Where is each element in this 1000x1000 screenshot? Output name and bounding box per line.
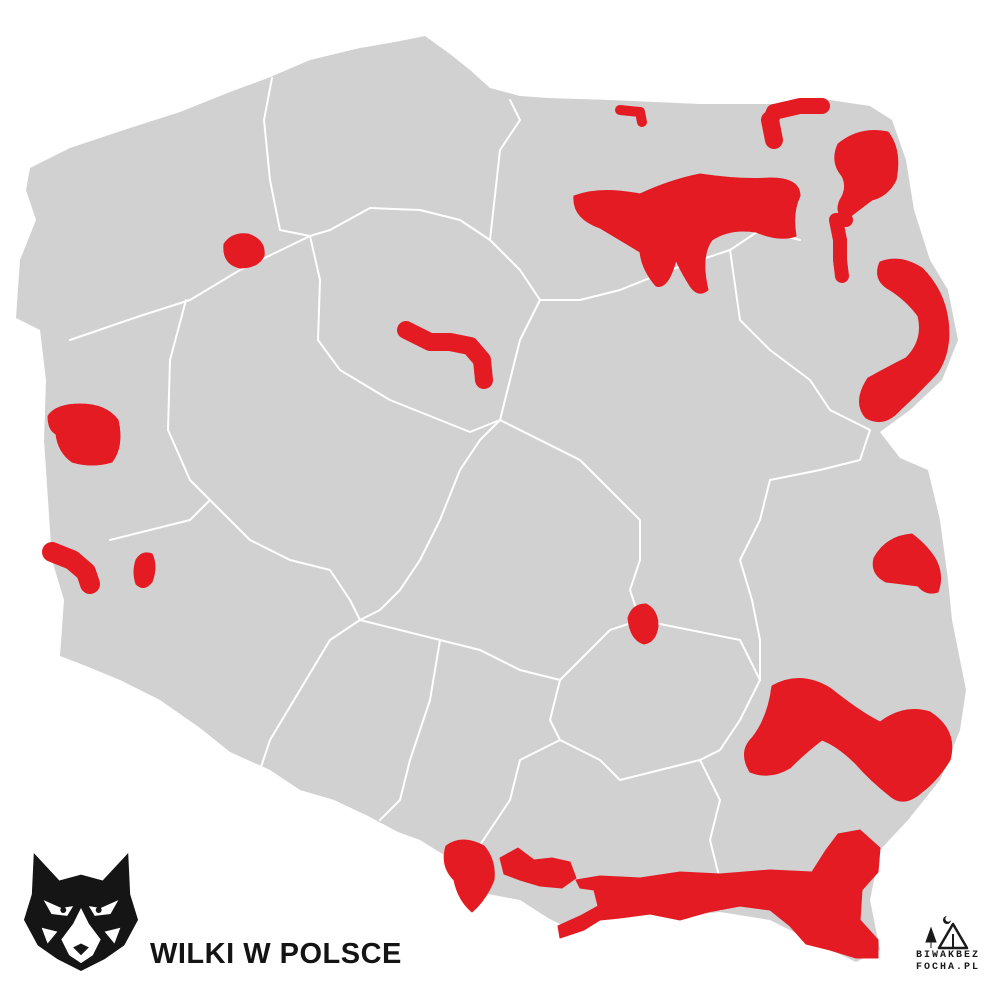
wolf-range-west-pomerania <box>223 233 265 269</box>
wolf-range-warmia-dot <box>615 105 647 127</box>
wolf-range-lubusz-south-b <box>133 552 156 588</box>
tent-tree-moon-icon <box>925 916 969 950</box>
wolf-range-sudetes-a <box>443 839 495 913</box>
voivodeship-borders <box>69 77 871 911</box>
wolf-range-masuria-top-b <box>761 111 783 149</box>
wolf-range-lublin-east <box>872 533 942 594</box>
wolf-range-carpathians <box>557 829 881 959</box>
brand-line-2: FOCHA.PL <box>915 962 980 973</box>
wolf-head-icon <box>23 852 139 971</box>
wolf-range-podlasie-stem <box>829 213 853 283</box>
wolf-range-sudetes-b <box>499 847 577 889</box>
wolf-range-lubusz-south-a <box>42 542 100 594</box>
poland-outline <box>16 36 966 962</box>
wolf-range-roztocze <box>744 677 953 802</box>
wolf-range-central-north <box>397 321 493 389</box>
wolf-range-zones <box>42 98 953 959</box>
wolf-range-swietokrzyskie <box>627 603 659 645</box>
wolf-range-masuria <box>573 173 801 294</box>
brand-logo: BIWAKBEZ FOCHA.PL <box>908 910 988 990</box>
brand-line-1: BIWAKBEZ <box>915 950 980 961</box>
wolf-range-podlasie-north <box>834 130 899 221</box>
wolf-range-lubusz-north <box>47 403 121 466</box>
map-title: WILKI W POLSCE <box>150 938 402 970</box>
wolf-range-bialowieza <box>859 258 950 423</box>
